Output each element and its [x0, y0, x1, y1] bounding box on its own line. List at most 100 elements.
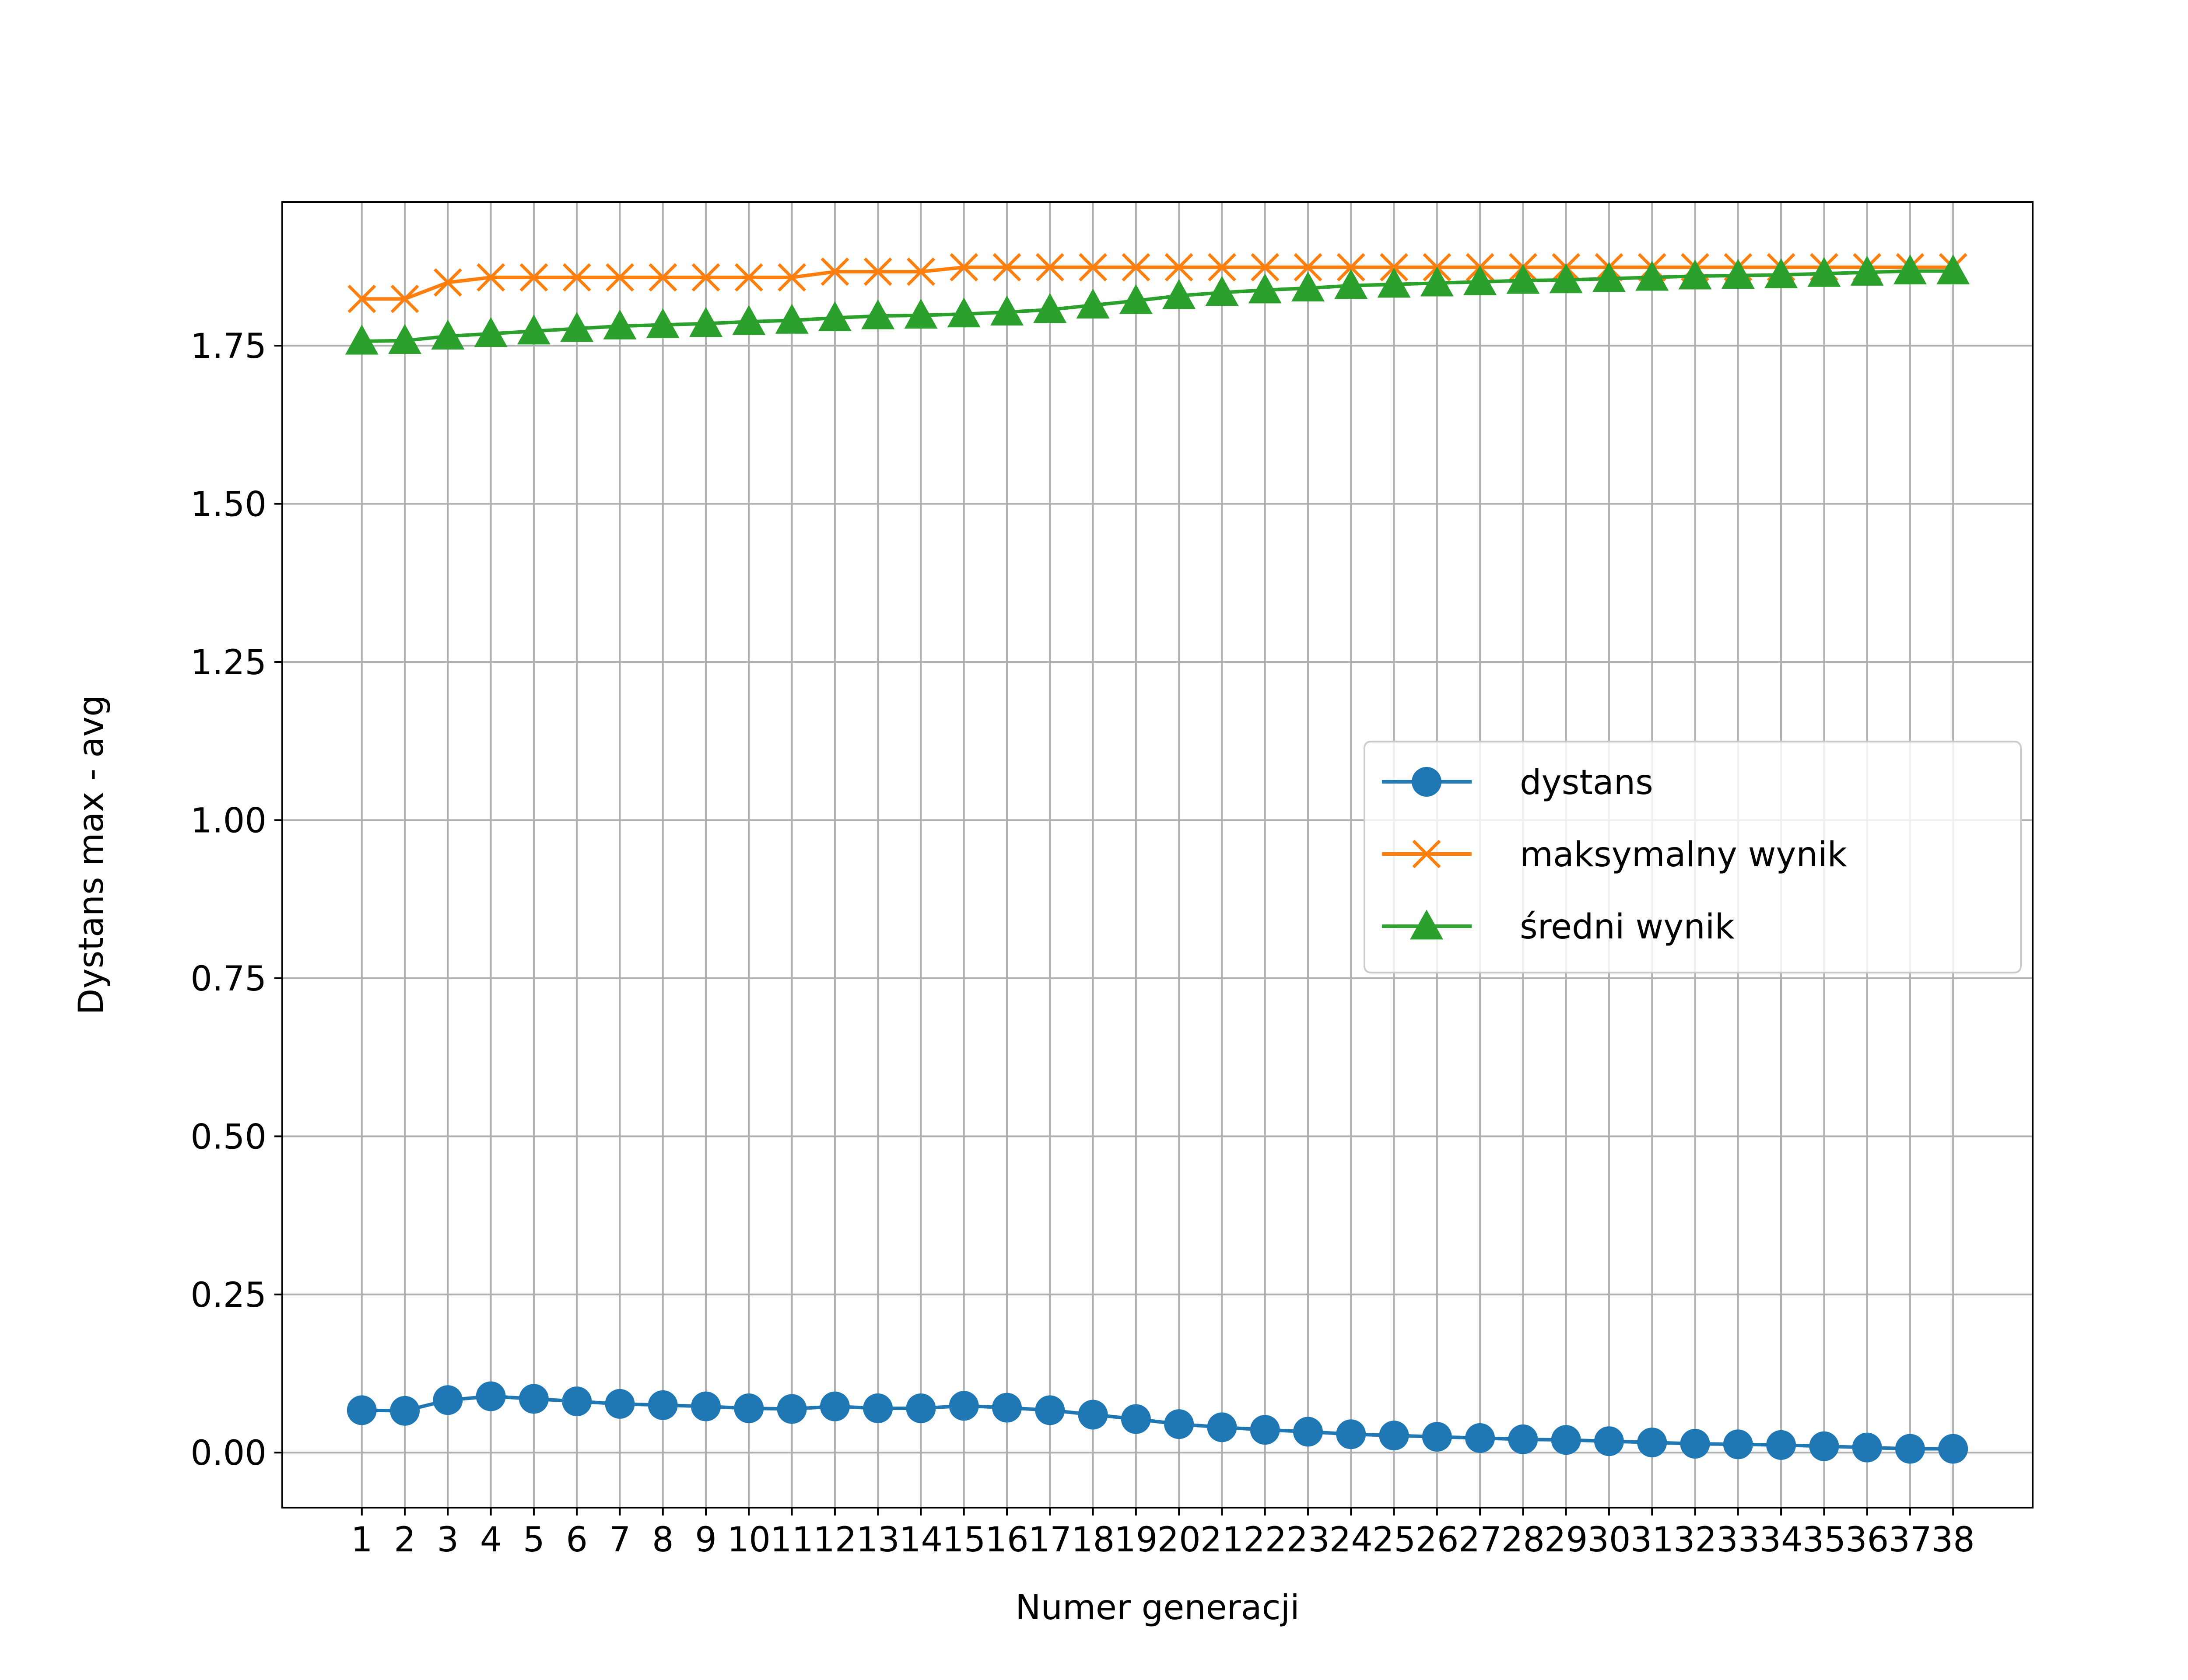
data-point — [904, 298, 938, 329]
series-line — [361, 265, 1953, 301]
data-point — [648, 1390, 678, 1420]
x-tick-label: 31 — [1630, 1520, 1674, 1560]
data-point — [1205, 276, 1239, 306]
data-point — [691, 1391, 721, 1421]
data-point — [1380, 253, 1409, 282]
data-point — [517, 314, 551, 345]
data-point — [1334, 269, 1368, 299]
data-point — [1766, 1430, 1796, 1460]
x-tick-label: 19 — [1114, 1520, 1157, 1560]
grid-lines — [282, 202, 2033, 1508]
legend: dystans maksymalny wynik średni wynik — [1364, 741, 2022, 973]
x-tick-label: 25 — [1372, 1520, 1416, 1560]
data-point — [1723, 1429, 1753, 1460]
y-axis-ticks: 0.00 0.25 0.50 0.75 1.00 1.25 1.50 1.75 — [190, 327, 282, 1473]
data-point — [992, 253, 1021, 282]
x-tick-label: 36 — [1845, 1520, 1889, 1560]
x-tick-label: 23 — [1286, 1520, 1329, 1560]
y-tick-label: 1.50 — [190, 485, 266, 525]
data-point — [906, 257, 935, 286]
data-point — [1035, 1395, 1065, 1425]
data-point — [1248, 273, 1282, 304]
x-tick-label: 2 — [394, 1520, 416, 1560]
data-point — [649, 263, 677, 292]
x-tick-label: 30 — [1587, 1520, 1630, 1560]
data-point — [1078, 1400, 1108, 1430]
data-point — [863, 1393, 893, 1424]
data-point — [990, 295, 1024, 326]
x-tick-label: 1 — [351, 1520, 373, 1560]
data-point — [345, 325, 379, 355]
data-point — [388, 324, 422, 354]
data-point — [1594, 1426, 1624, 1456]
data-point — [1250, 1415, 1280, 1445]
data-point — [1119, 284, 1153, 314]
data-point — [1377, 267, 1411, 298]
data-point — [1809, 1431, 1839, 1461]
data-point — [1465, 1423, 1495, 1453]
x-tick-label: 27 — [1458, 1520, 1501, 1560]
data-point — [1635, 261, 1669, 291]
x-tick-label: 15 — [942, 1520, 985, 1560]
data-point — [1508, 1424, 1538, 1454]
series-0 — [347, 1381, 1968, 1464]
x-tick-label: 6 — [566, 1520, 588, 1560]
x-tick-label: 5 — [523, 1520, 545, 1560]
data-point — [1162, 279, 1196, 309]
series-layer — [345, 253, 1970, 1464]
data-point — [777, 1394, 807, 1424]
legend-label: średni wynik — [1520, 907, 1735, 947]
data-point — [1079, 253, 1108, 282]
data-point — [1852, 1432, 1882, 1463]
data-point — [477, 263, 505, 292]
data-point — [1936, 254, 1970, 284]
data-point — [519, 1384, 549, 1414]
data-point — [1336, 1419, 1366, 1449]
data-point — [1035, 253, 1064, 282]
data-point — [1122, 253, 1150, 282]
data-point — [1807, 257, 1841, 287]
data-point — [992, 1393, 1022, 1423]
plot-frame — [281, 201, 2034, 1508]
data-point — [1164, 1409, 1194, 1439]
x-tick-label: 37 — [1888, 1520, 1932, 1560]
data-point — [1549, 263, 1583, 294]
data-point — [390, 1396, 420, 1426]
x-axis-ticks: 1 2 3 4 5 6 7 8 9 10 11 12 13 14 15 16 17 18 19 20 21 22 23 24 2… — [351, 1508, 1975, 1560]
data-point — [431, 319, 465, 350]
x-tick-label: 13 — [856, 1520, 900, 1560]
data-point — [560, 312, 594, 342]
data-point — [1251, 253, 1280, 282]
data-point — [947, 297, 981, 328]
data-point — [689, 307, 723, 337]
data-point — [433, 1385, 463, 1415]
data-point — [820, 1391, 850, 1421]
x-tick-label: 21 — [1200, 1520, 1244, 1560]
data-point — [1764, 258, 1798, 288]
x-tick-label: 17 — [1028, 1520, 1072, 1560]
y-tick-label: 0.00 — [190, 1434, 266, 1473]
data-point — [1291, 271, 1325, 302]
legend-label: maksymalny wynik — [1520, 835, 1847, 875]
legend-item: dystans — [1382, 763, 1653, 802]
data-point — [433, 268, 462, 297]
y-tick-label: 1.25 — [190, 643, 266, 682]
x-tick-label: 20 — [1157, 1520, 1201, 1560]
data-point — [1207, 253, 1236, 282]
data-point — [1336, 253, 1365, 282]
data-point — [1678, 259, 1712, 290]
x-tick-label: 8 — [652, 1520, 674, 1560]
x-tick-label: 18 — [1071, 1520, 1115, 1560]
data-point — [347, 1395, 377, 1425]
data-point — [1592, 262, 1626, 292]
data-point — [1379, 1421, 1409, 1451]
data-point — [732, 305, 766, 335]
data-point — [1121, 1404, 1151, 1434]
data-point — [1721, 259, 1755, 289]
x-tick-label: 32 — [1673, 1520, 1717, 1560]
legend-item: maksymalny wynik — [1382, 835, 1847, 875]
legend-marker — [1412, 840, 1441, 868]
y-axis-label: Dystans max - avg — [72, 695, 111, 1015]
